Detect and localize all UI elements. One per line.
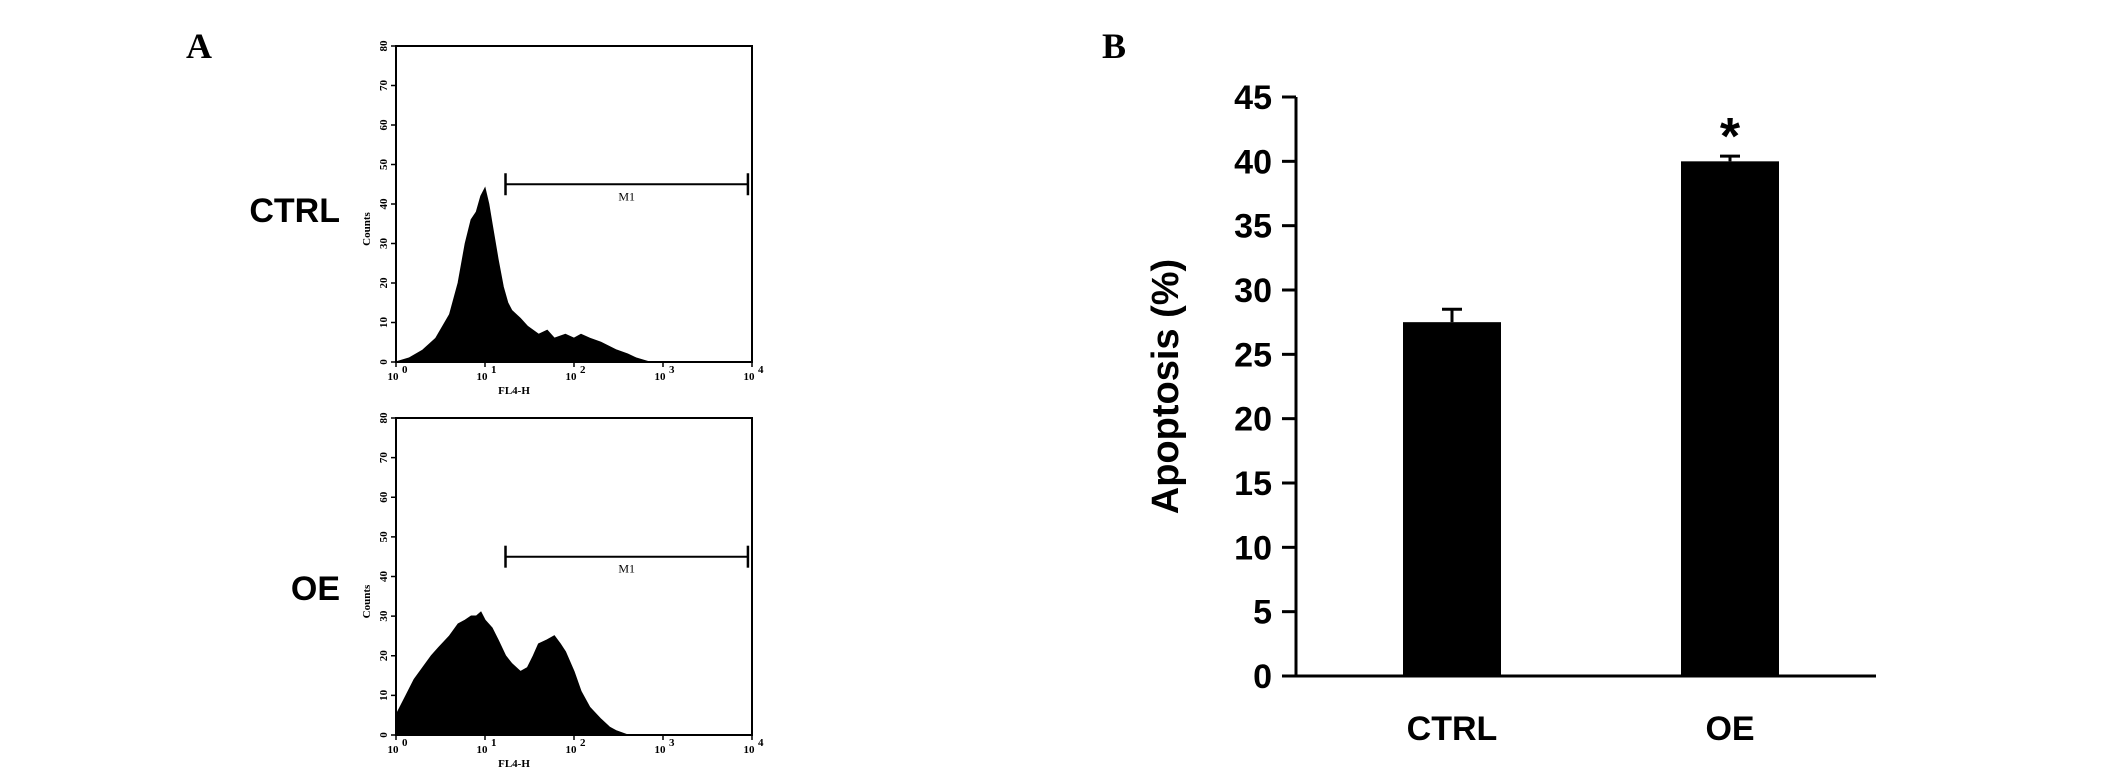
gate-marker: M1 <box>504 173 750 203</box>
x-tick-exponent: 1 <box>491 364 497 376</box>
category-label: CTRL <box>1407 710 1498 748</box>
x-tick-base: 10 <box>477 744 489 756</box>
x-tick-exponent: 3 <box>669 364 675 376</box>
gate-label: M1 <box>618 189 635 203</box>
y-tick-label: 60 <box>378 491 390 503</box>
x-tick-base: 10 <box>388 371 400 383</box>
x-tick-base: 10 <box>744 744 756 756</box>
panel-a-label: A <box>186 26 212 66</box>
y-tick-label: 0 <box>378 359 390 365</box>
y-tick-label: 80 <box>378 412 390 424</box>
x-tick-label: 103 <box>655 737 676 756</box>
y-tick-label: 40 <box>1234 143 1272 181</box>
y-tick-label: 80 <box>378 40 390 52</box>
x-tick-exponent: 2 <box>580 737 586 749</box>
y-tick-label: 0 <box>1253 658 1272 696</box>
x-tick-exponent: 0 <box>402 364 408 376</box>
y-tick-label: 20 <box>378 650 390 662</box>
y-tick-label: 15 <box>1234 465 1272 503</box>
significance-marker: * <box>1720 108 1741 166</box>
y-tick-label: 50 <box>378 531 390 543</box>
x-axis-title: FL4-H <box>498 758 530 770</box>
bar-oe <box>1681 161 1779 677</box>
y-axis-title: Apoptosis (%) <box>1145 259 1187 514</box>
x-tick-label: 104 <box>744 737 765 756</box>
x-tick-exponent: 0 <box>402 737 408 749</box>
histogram-oe: OE01020304050607080100101102103104Counts… <box>291 412 764 770</box>
y-tick-label: 30 <box>378 238 390 250</box>
y-tick-label: 20 <box>378 277 390 289</box>
x-tick-label: 103 <box>655 364 676 383</box>
y-tick-label: 10 <box>378 689 390 701</box>
y-tick-label: 20 <box>1234 401 1272 439</box>
y-tick-label: 70 <box>378 80 390 92</box>
x-tick-label: 102 <box>566 737 587 756</box>
y-tick-label: 0 <box>378 732 390 738</box>
y-tick-label: 25 <box>1234 336 1272 374</box>
y-tick-label: 10 <box>378 317 390 329</box>
panel-b-label: B <box>1102 26 1126 66</box>
histogram-ctrl: CTRL01020304050607080100101102103104Coun… <box>249 40 764 397</box>
x-tick-base: 10 <box>655 744 667 756</box>
x-tick-label: 100 <box>388 364 409 383</box>
y-tick-label: 30 <box>1234 272 1272 310</box>
row-label: CTRL <box>249 192 340 230</box>
x-tick-exponent: 1 <box>491 737 497 749</box>
x-tick-exponent: 4 <box>758 737 764 749</box>
category-label: OE <box>1705 710 1754 748</box>
x-tick-base: 10 <box>566 371 578 383</box>
y-tick-label: 40 <box>378 198 390 210</box>
x-tick-exponent: 2 <box>580 364 586 376</box>
histogram-area <box>395 611 752 736</box>
gate-label: M1 <box>618 562 635 576</box>
y-tick-label: 60 <box>378 119 390 131</box>
x-tick-base: 10 <box>388 744 400 756</box>
y-tick-label: 5 <box>1253 594 1272 632</box>
y-tick-label: 70 <box>378 452 390 464</box>
x-tick-label: 104 <box>744 364 765 383</box>
y-axis-title: Counts <box>361 211 373 245</box>
bar-chart-apoptosis: 0 5 10 15 20 25 30 35 40 45 Apoptosis (%) CTRL OE * <box>1145 79 1876 748</box>
x-tick-base: 10 <box>655 371 667 383</box>
x-tick-exponent: 3 <box>669 737 675 749</box>
x-tick-base: 10 <box>566 744 578 756</box>
x-tick-label: 101 <box>477 737 497 756</box>
y-tick-label: 10 <box>1234 529 1272 567</box>
x-tick-base: 10 <box>744 371 756 383</box>
row-label: OE <box>291 570 340 608</box>
gate-marker: M1 <box>504 545 750 576</box>
x-tick-label: 100 <box>388 737 409 756</box>
x-tick-exponent: 4 <box>758 364 764 376</box>
x-axis-title: FL4-H <box>498 385 530 397</box>
x-tick-label: 101 <box>477 364 497 383</box>
y-tick-label: 45 <box>1234 79 1272 117</box>
histogram-area <box>395 186 752 363</box>
y-tick-label: 40 <box>378 571 390 583</box>
x-tick-base: 10 <box>477 371 489 383</box>
y-tick-label: 30 <box>378 610 390 622</box>
y-tick-label: 50 <box>378 159 390 171</box>
y-tick-label: 35 <box>1234 208 1272 246</box>
bar-ctrl <box>1403 322 1501 676</box>
y-axis-title: Counts <box>361 584 373 618</box>
x-tick-label: 102 <box>566 364 587 383</box>
